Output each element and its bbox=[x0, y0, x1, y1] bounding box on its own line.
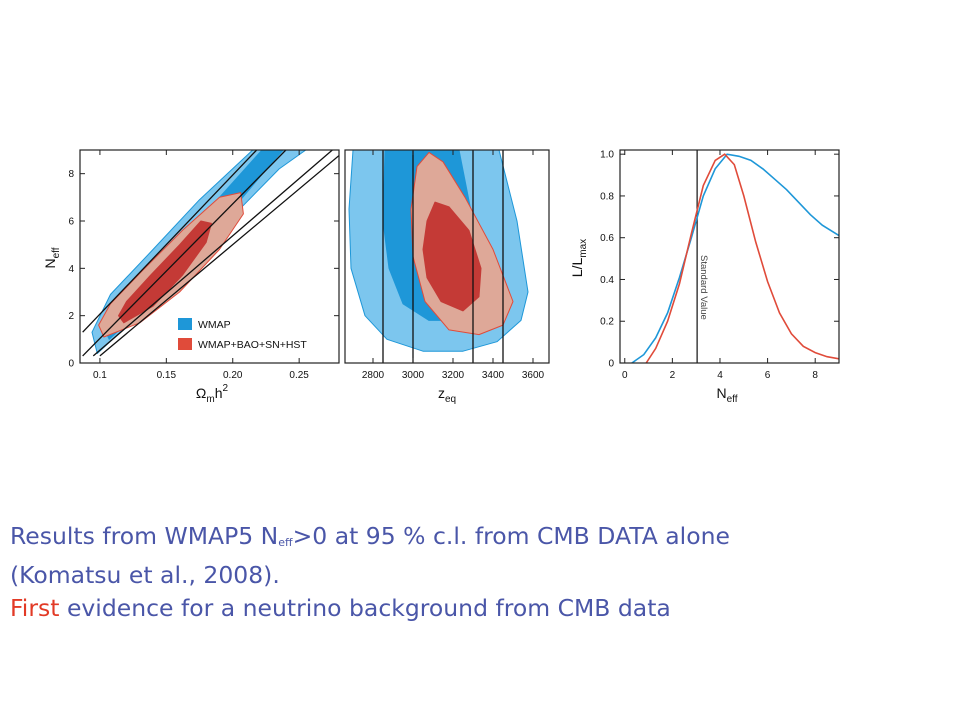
p1-xtick-label: 0.15 bbox=[157, 370, 177, 381]
p3-xtick-label: 6 bbox=[765, 370, 771, 381]
caption-line3-rest: evidence for a neutrino background from … bbox=[59, 594, 671, 622]
p2-combo-68-contour bbox=[422, 201, 482, 312]
p3-ytick-label: 0.4 bbox=[600, 275, 614, 286]
p3-ytick-label: 0.2 bbox=[600, 317, 614, 328]
degeneracy-line bbox=[92, 150, 333, 357]
p1-xtick-label: 0.25 bbox=[289, 370, 309, 381]
p1-frame bbox=[79, 149, 340, 364]
likelihood-line-wmap bbox=[631, 153, 839, 363]
caption-line1-prefix: Results from WMAP5 N bbox=[10, 522, 279, 550]
p3-xtick-label: 0 bbox=[622, 370, 628, 381]
p2-xtick-label: 3400 bbox=[482, 370, 505, 381]
p2-axis-ticks: 2800 3000 3200 3400 3600 bbox=[362, 150, 545, 381]
caption-line-1: Results from WMAP5 Neff>0 at 95 % c.l. f… bbox=[10, 520, 955, 559]
p3-xtick-label: 4 bbox=[717, 370, 723, 381]
caption-line1-sub: eff bbox=[278, 536, 293, 549]
panel-omega-neff: 0.1 0.15 0.20 0.25 0 2 4 6 8 Ωmh2 Neff WMAP WMAP… bbox=[42, 149, 340, 405]
degeneracy-line bbox=[82, 150, 258, 333]
p3-ytick-label: 0.8 bbox=[600, 191, 614, 202]
p2-vertical-lines bbox=[382, 150, 504, 363]
panel-likelihood: Standard Value 0 2 4 6 8 0 0.2 0.4 0.6 0.8 1.0 Nef… bbox=[569, 149, 840, 405]
p1-xtick-label: 0.20 bbox=[223, 370, 243, 381]
likelihood-line-combo bbox=[645, 153, 839, 363]
legend-label-wmap: WMAP bbox=[198, 319, 231, 331]
degeneracy-line bbox=[99, 154, 339, 357]
p3-x-axis-label: Neff bbox=[716, 385, 737, 405]
caption-line-3: First evidence for a neutrino background… bbox=[10, 592, 955, 625]
p1-x-axis-label: Ωmh2 bbox=[196, 383, 229, 405]
panel-zeq: 2800 3000 3200 3400 3600 zeq bbox=[344, 149, 550, 405]
p1-ytick-label: 6 bbox=[68, 217, 74, 228]
p1-ytick-label: 4 bbox=[68, 264, 74, 275]
p2-x-axis-label: zeq bbox=[438, 385, 456, 405]
p2-xtick-label: 3000 bbox=[402, 370, 425, 381]
p2-xtick-label: 3600 bbox=[522, 370, 545, 381]
p2-frame bbox=[344, 149, 550, 364]
p3-xtick-label: 2 bbox=[670, 370, 676, 381]
p1-degeneracy-lines bbox=[82, 150, 339, 357]
legend-label-combo: WMAP+BAO+SN+HST bbox=[198, 339, 307, 351]
p3-frame bbox=[619, 149, 840, 364]
p1-ytick-label: 2 bbox=[68, 311, 74, 322]
p1-axis-ticks: 0.1 0.15 0.20 0.25 0 2 4 6 8 bbox=[68, 150, 339, 381]
p3-ytick-label: 0 bbox=[608, 359, 614, 370]
legend-swatch-combo bbox=[178, 338, 192, 350]
p3-y-axis-label: L/Lmax bbox=[569, 239, 589, 277]
caption-line-2: (Komatsu et al., 2008). bbox=[10, 561, 280, 589]
degeneracy-line bbox=[82, 150, 287, 357]
p1-y-axis-label: Neff bbox=[42, 247, 62, 268]
p2-xtick-label: 3200 bbox=[442, 370, 465, 381]
p1-xtick-label: 0.1 bbox=[93, 370, 107, 381]
caption-first-highlight: First bbox=[10, 594, 60, 622]
caption-line1-suffix: >0 at 95 % c.l. from CMB DATA alone bbox=[292, 522, 730, 550]
p3-xtick-label: 8 bbox=[812, 370, 818, 381]
p3-ytick-label: 0.6 bbox=[600, 233, 614, 244]
p1-ytick-label: 8 bbox=[68, 169, 74, 180]
p2-xtick-label: 2800 bbox=[362, 370, 385, 381]
legend: WMAP WMAP+BAO+SN+HST bbox=[178, 318, 307, 351]
standard-value-annotation: Standard Value bbox=[698, 255, 709, 320]
p1-ytick-label: 0 bbox=[68, 359, 74, 370]
caption: Results from WMAP5 Neff>0 at 95 % c.l. f… bbox=[10, 520, 955, 625]
legend-swatch-wmap bbox=[178, 318, 192, 330]
p3-ytick-label: 1.0 bbox=[600, 150, 614, 161]
p3-axis-ticks: 0 2 4 6 8 0 0.2 0.4 0.6 0.8 1.0 bbox=[600, 150, 839, 381]
